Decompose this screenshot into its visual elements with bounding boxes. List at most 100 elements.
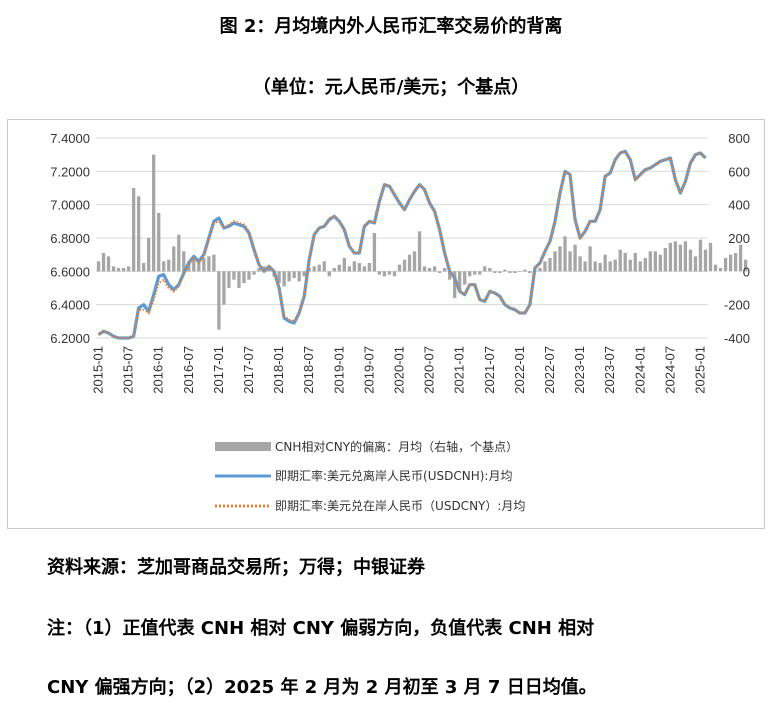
bar-deviation [342, 258, 346, 272]
bar-deviation [698, 239, 703, 272]
bar-deviation [427, 268, 432, 272]
bar-deviation [638, 261, 642, 272]
x-tick-label: 2017-01 [211, 346, 226, 394]
x-tick-label: 2018-07 [301, 346, 316, 394]
bar-deviation [96, 261, 101, 272]
bar-deviation [513, 271, 517, 273]
x-tick-label: 2015-07 [121, 346, 136, 394]
gridlines [96, 137, 708, 339]
bar-deviation [167, 259, 171, 272]
legend-label-bar: CNH相对CNY的偏离：月均（右轴，个基点） [275, 439, 518, 454]
bar-deviation [608, 261, 612, 272]
bar-deviation [136, 196, 141, 272]
bar-deviation [332, 268, 336, 272]
x-tick-label: 2018-01 [271, 346, 286, 394]
bar-deviation [448, 271, 452, 280]
x-tick-label: 2022-07 [542, 346, 557, 394]
bar-deviation [633, 253, 637, 272]
y-left-tick-label: 7.2000 [50, 164, 90, 179]
y-right-tick-label: -400 [724, 331, 750, 346]
bar-deviation [643, 258, 647, 272]
bar-series [96, 154, 748, 330]
bar-deviation [528, 271, 532, 273]
bar-deviation [322, 261, 326, 272]
bar-deviation [347, 266, 351, 272]
bar-deviation [402, 259, 407, 272]
chart-frame: 6.2000 -400 6.4000 -200 6.6000 0 6.8000 200 7.00… [7, 119, 765, 529]
bar-deviation [678, 244, 683, 272]
bar-deviation [397, 264, 402, 272]
bar-deviation [422, 266, 427, 272]
bar-deviation [648, 251, 652, 272]
legend-label-usdcny: 即期汇率:美元兑在岸人民币（USDCNY）:月均 [275, 498, 525, 513]
bar-deviation [126, 266, 131, 272]
bar-deviation [493, 271, 497, 273]
bar-deviation [743, 259, 748, 272]
bar-deviation [227, 271, 231, 288]
bar-deviation [382, 271, 387, 277]
bar-deviation [488, 268, 492, 272]
y-right-tick-label: 0 [743, 264, 750, 279]
bar-deviation [548, 258, 552, 272]
bar-deviation [518, 271, 522, 272]
bar-deviation [157, 213, 161, 272]
bar-deviation [152, 154, 156, 272]
bar-deviation [217, 271, 221, 330]
line-series [97, 149, 707, 340]
x-tick-label: 2020-07 [422, 346, 437, 394]
bar-deviation [733, 253, 738, 272]
bar-deviation [453, 271, 457, 298]
bar-deviation [212, 254, 216, 272]
bar-deviation [713, 264, 718, 272]
bar-deviation [387, 271, 392, 275]
y-left-tick-label: 6.8000 [50, 231, 90, 246]
bar-deviation [407, 254, 412, 272]
bar-deviation [593, 261, 597, 272]
y-left-tick-label: 7.4000 [50, 131, 90, 146]
bar-deviation [708, 243, 713, 272]
bar-deviation [367, 263, 372, 272]
x-tick-label: 2023-07 [602, 346, 617, 394]
y-left-tick-label: 6.4000 [50, 298, 90, 313]
x-tick-label: 2016-07 [181, 346, 196, 394]
legend-swatch-bar [215, 442, 271, 451]
x-tick-label: 2024-01 [632, 346, 647, 394]
y-right-tick-label: 600 [728, 164, 750, 179]
bar-deviation [162, 261, 166, 272]
bar-deviation [222, 271, 226, 305]
y-right-tick-label: -200 [724, 298, 750, 313]
bar-deviation [317, 264, 321, 272]
bar-deviation [111, 266, 116, 272]
bar-deviation [683, 241, 688, 272]
x-tick-label: 2019-07 [361, 346, 376, 394]
bar-deviation [623, 253, 627, 272]
bar-deviation [282, 271, 286, 287]
x-tick-label: 2021-01 [452, 346, 467, 394]
x-tick-label: 2017-07 [241, 346, 256, 394]
bar-deviation [703, 249, 708, 272]
bar-deviation [618, 249, 622, 272]
bar-deviation [473, 271, 477, 275]
bar-deviation [543, 261, 547, 272]
bar-deviation [718, 268, 723, 272]
bar-deviation [568, 251, 572, 272]
bar-deviation [142, 263, 146, 272]
bar-deviation [663, 248, 668, 272]
bar-deviation [503, 269, 507, 272]
bar-deviation [297, 271, 301, 282]
bar-deviation [302, 271, 306, 277]
bar-deviation [131, 188, 136, 272]
figure-title: 图 2：月均境内外人民币汇率交易价的背离 [219, 16, 563, 37]
bar-deviation [101, 253, 106, 272]
bar-deviation [628, 259, 632, 272]
bar-deviation [578, 256, 582, 272]
bar-deviation [693, 256, 698, 272]
bar-deviation [668, 243, 673, 272]
bar-deviation [197, 261, 201, 272]
note-line-1: 注：（1）正值代表 CNH 相对 CNY 偏弱方向，负值代表 CNH 相对 [47, 618, 595, 639]
x-tick-label: 2023-01 [572, 346, 587, 394]
bar-deviation [192, 258, 196, 272]
bar-deviation [738, 244, 743, 272]
bar-deviation [432, 266, 437, 272]
bar-deviation [182, 251, 186, 272]
